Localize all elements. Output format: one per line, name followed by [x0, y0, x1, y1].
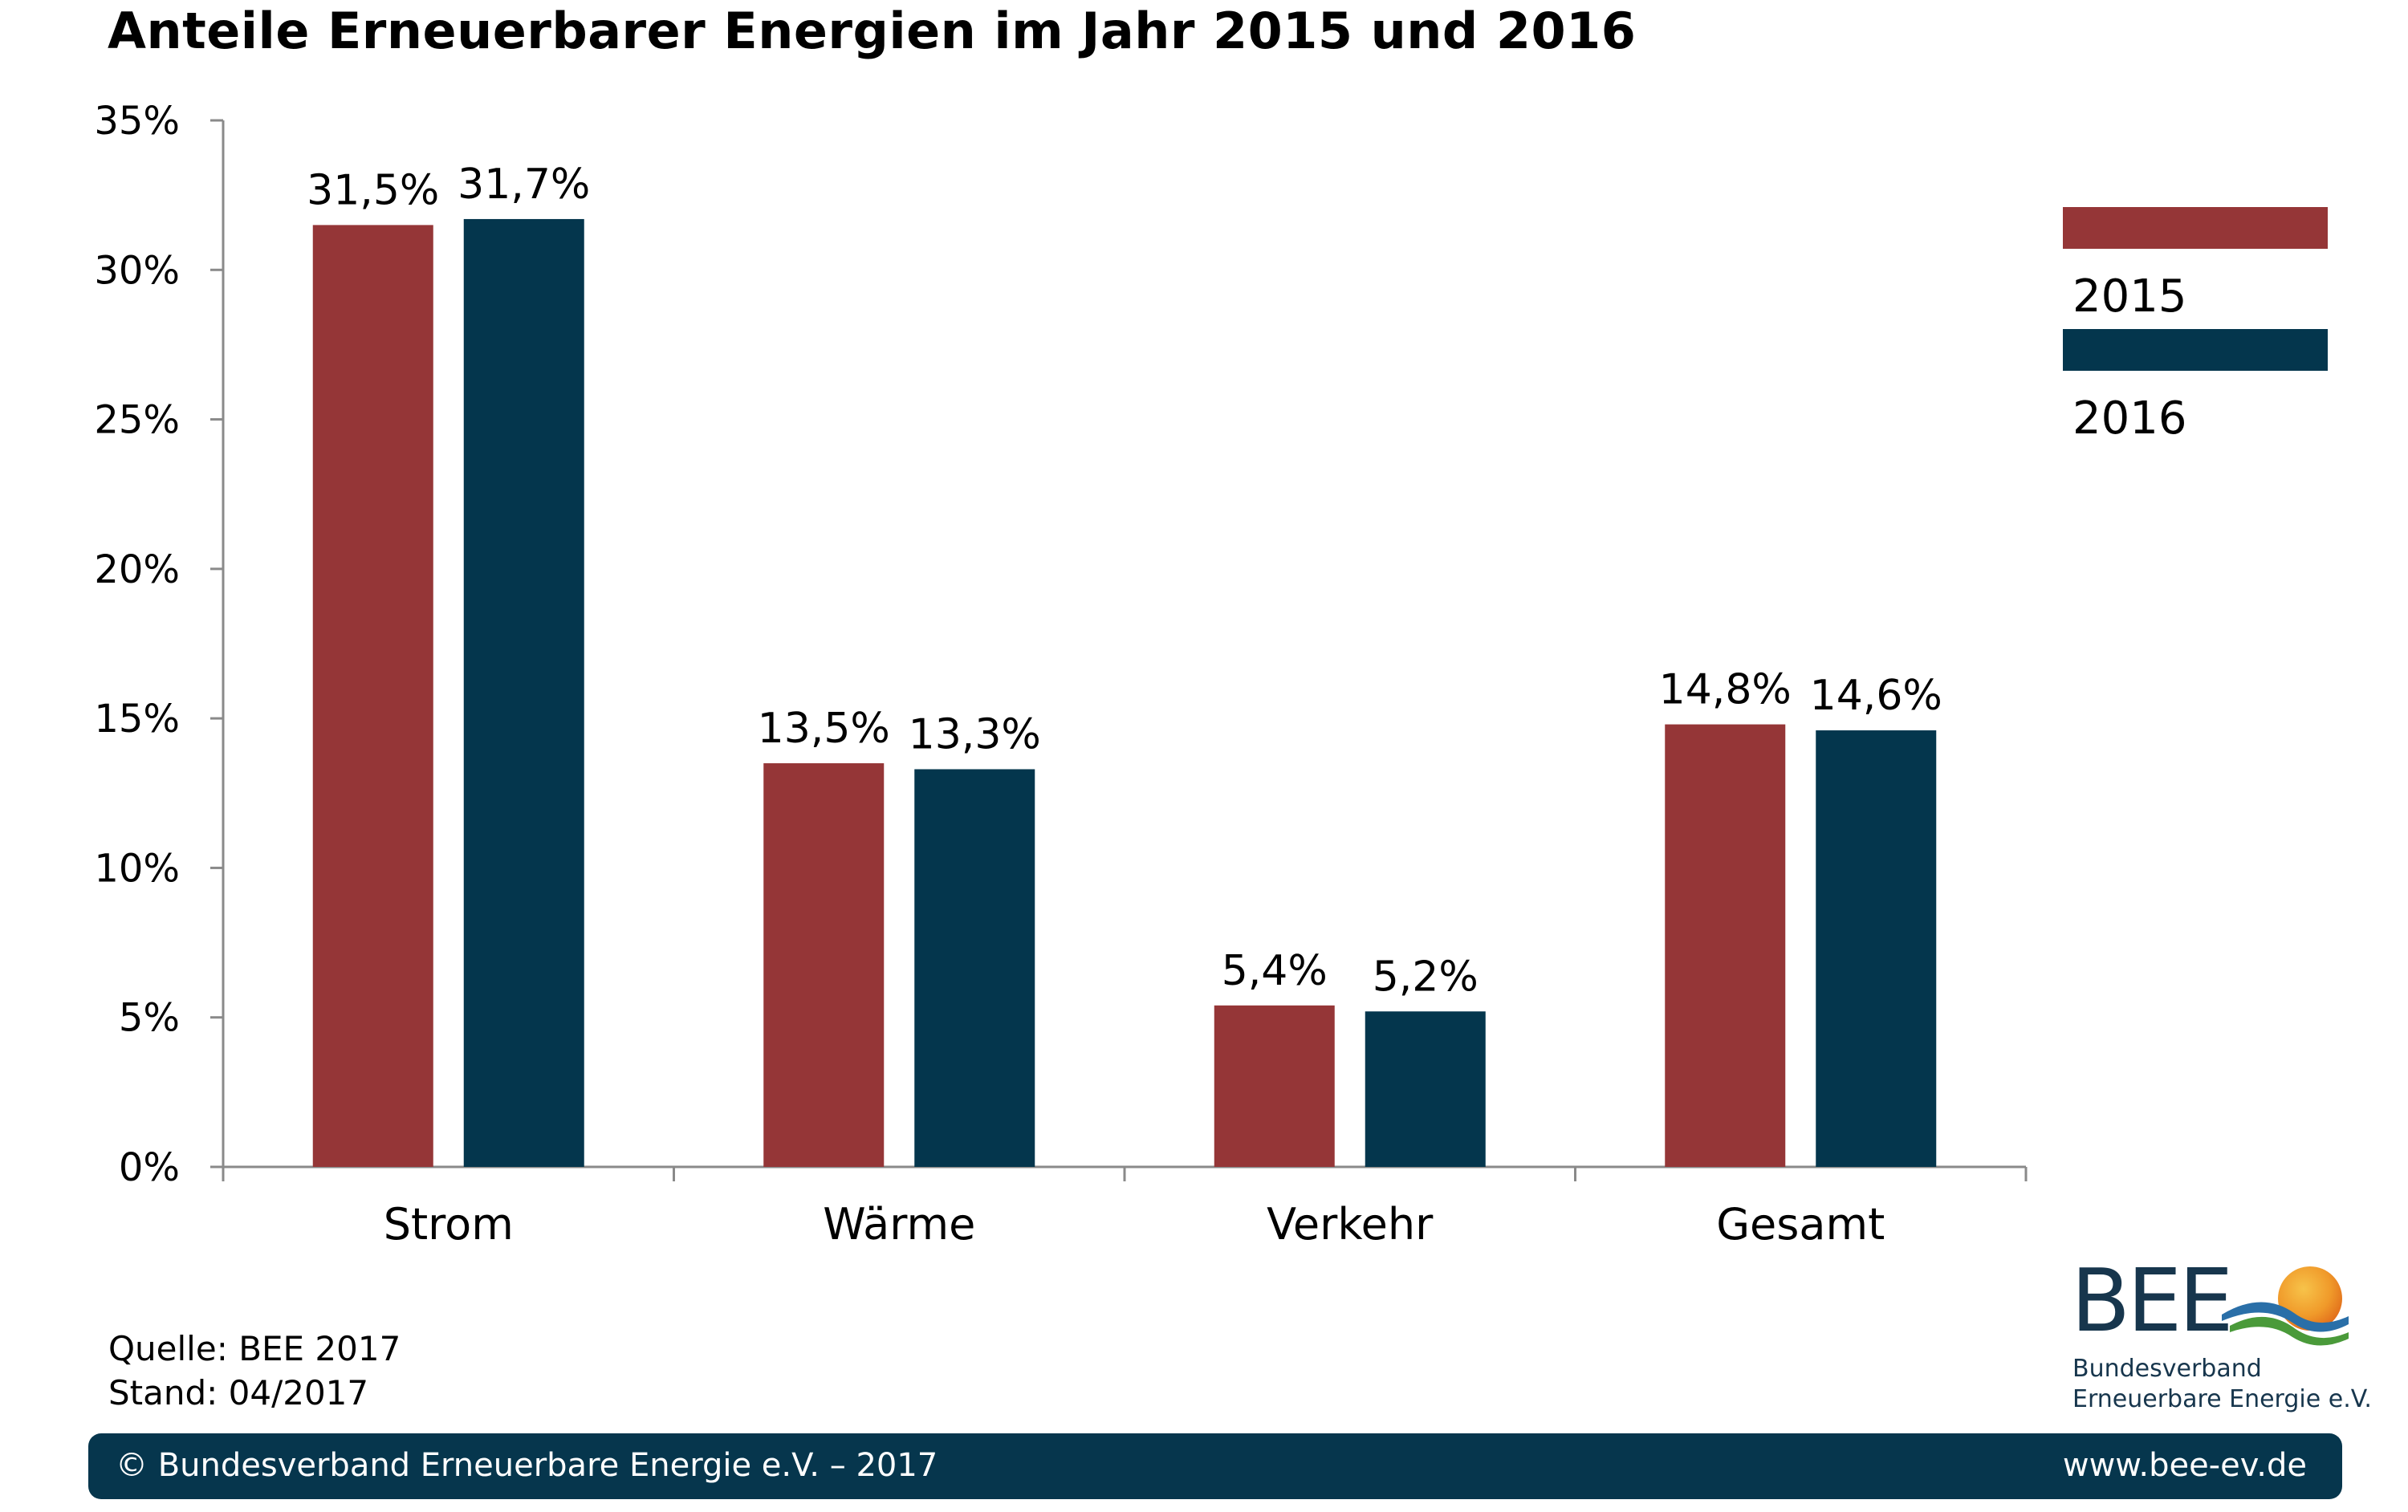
bar-2015-1 — [312, 225, 433, 1167]
bar-2016-2 — [914, 769, 1035, 1167]
bar-2015-4 — [1665, 724, 1786, 1167]
bar-2016-3 — [1365, 1011, 1486, 1167]
y-tick-label: 10% — [94, 846, 180, 891]
bar-2016-4 — [1816, 730, 1937, 1167]
bar-2016-1 — [463, 218, 584, 1167]
data-label: 14,6% — [1810, 672, 1942, 720]
bar-chart: 0% 5% 10% 15% 20% 25% 30% 35% Strom Wärme Verkehr G… — [94, 99, 2328, 1250]
y-tick-label: 35% — [94, 99, 180, 144]
date-note: Stand: 04/2017 — [108, 1373, 369, 1412]
legend-swatch-2015 — [2063, 207, 2328, 249]
data-label: 31,7% — [458, 161, 590, 209]
x-category-label: Wärme — [823, 1199, 975, 1250]
bar-2015-3 — [1214, 1005, 1335, 1167]
data-label: 13,3% — [909, 710, 1041, 758]
chart-legend: 2015 2016 — [2063, 207, 2328, 445]
legend-label-2015: 2015 — [2072, 270, 2187, 323]
legend-label-2016: 2016 — [2072, 392, 2187, 445]
source-note: Quelle: BEE 2017 — [108, 1329, 401, 1368]
chart-bars: 31,5% 31,7% 13,5% 13,3% 5,4% 5,2% 14,8% 14,6% — [307, 161, 1942, 1167]
logo-org-line-1: Bundesverband — [2072, 1355, 2262, 1383]
bee-logo: BEE Bundesverband Erneuerbare Energie e.… — [2071, 1251, 2372, 1414]
data-label: 31,5% — [307, 166, 439, 214]
logo-org-line-2: Erneuerbare Energie e.V. — [2072, 1385, 2372, 1413]
logo-sun-wave-icon — [2222, 1266, 2349, 1346]
y-tick-label: 25% — [94, 398, 180, 443]
data-label: 14,8% — [1659, 666, 1792, 714]
x-category-label: Verkehr — [1267, 1199, 1434, 1250]
y-tick-label: 30% — [94, 248, 180, 293]
footer-bar: © Bundesverband Erneuerbare Energie e.V.… — [88, 1433, 2342, 1499]
footer-copyright: © Bundesverband Erneuerbare Energie e.V.… — [116, 1447, 938, 1484]
data-label: 5,2% — [1373, 953, 1479, 1001]
legend-swatch-2016 — [2063, 329, 2328, 371]
x-category-label: Gesamt — [1716, 1199, 1885, 1250]
y-tick-label: 15% — [94, 697, 180, 742]
data-label: 13,5% — [758, 705, 890, 753]
footer-website-link[interactable]: www.bee-ev.de — [2062, 1447, 2307, 1484]
data-label: 5,4% — [1222, 947, 1328, 995]
chart-axes: 0% 5% 10% 15% 20% 25% 30% 35% Strom Wärme Verkehr G… — [94, 99, 2028, 1250]
chart-title: Anteile Erneuerbarer Energien im Jahr 20… — [108, 2, 1637, 60]
logo-wordmark: BEE — [2071, 1251, 2234, 1351]
bar-2015-2 — [763, 763, 885, 1167]
y-tick-label: 0% — [119, 1145, 180, 1190]
x-category-label: Strom — [384, 1199, 514, 1250]
y-tick-label: 20% — [94, 547, 180, 592]
y-tick-label: 5% — [119, 996, 180, 1041]
